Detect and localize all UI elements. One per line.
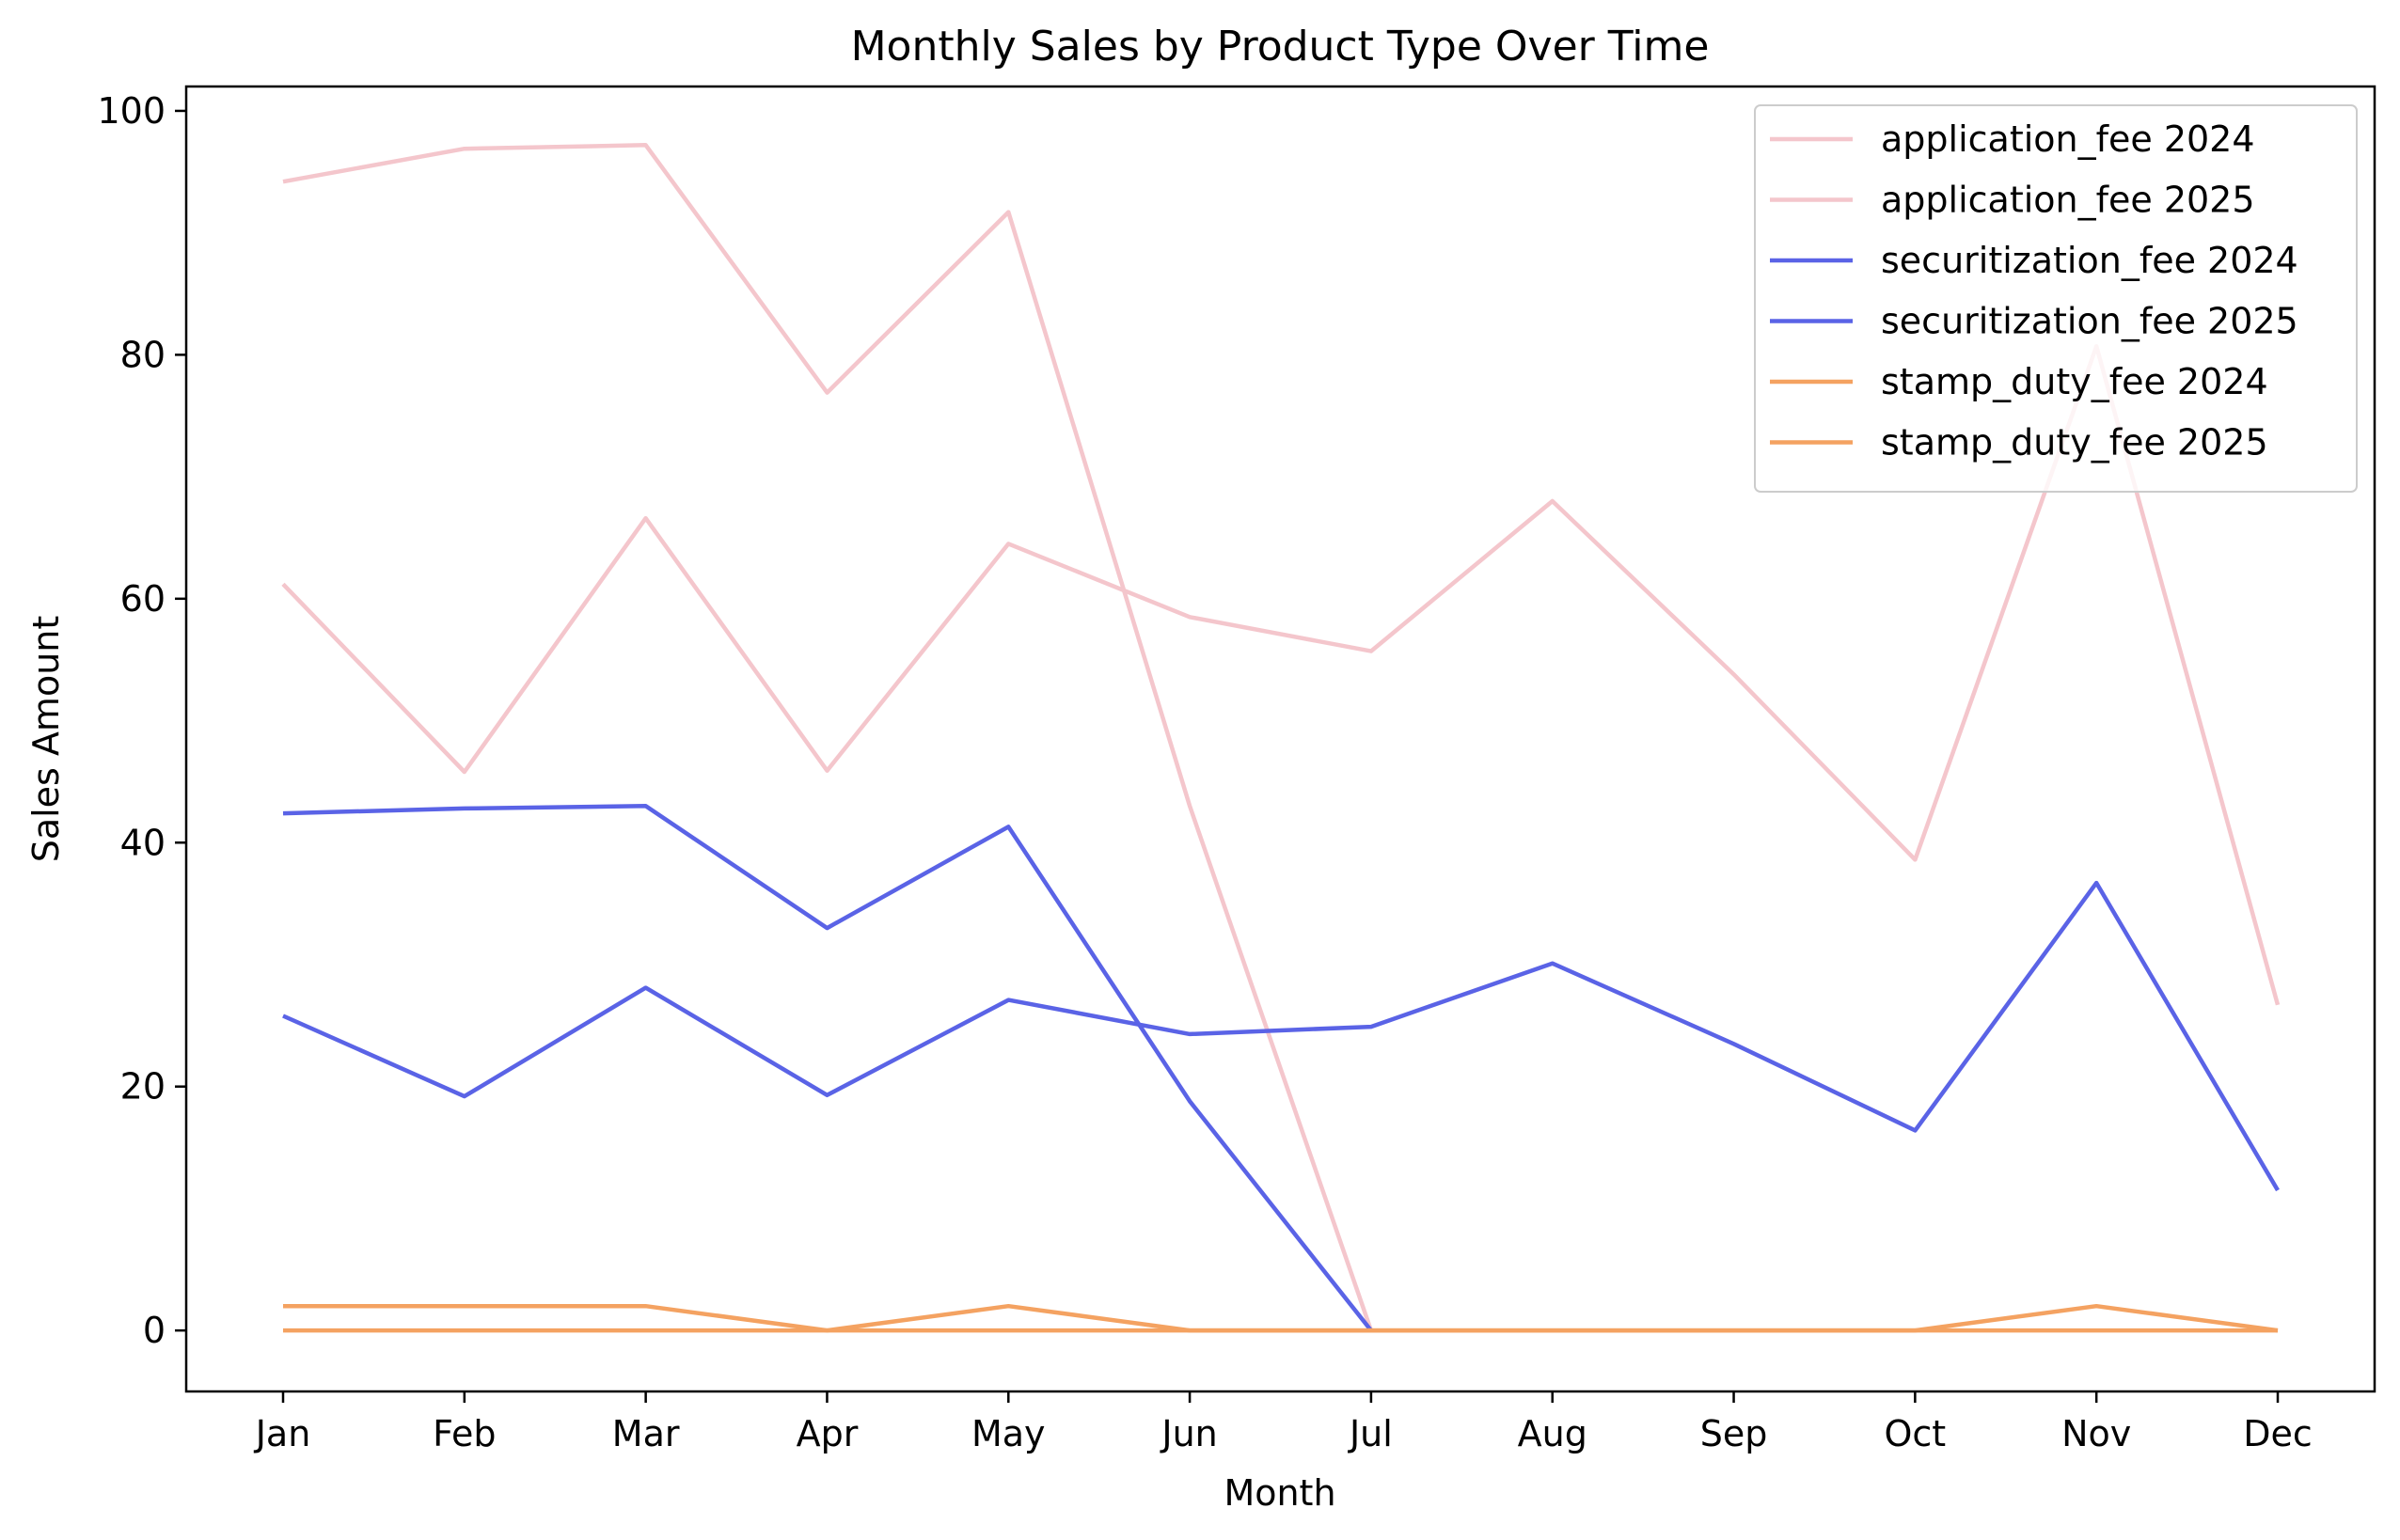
x-tick-label: Nov — [2061, 1413, 2131, 1454]
x-tick-label: Sep — [1700, 1413, 1768, 1454]
series-line-1 — [282, 143, 1374, 1331]
x-tick-label: Jul — [1348, 1413, 1393, 1454]
x-axis: Jan Feb Mar Apr May Jun Jul Aug Sep Oct Nov Dec — [254, 1391, 2313, 1454]
y-axis-label: Sales Amount — [25, 616, 67, 863]
series-lines — [281, 143, 2281, 1333]
x-axis-label: Month — [1224, 1472, 1335, 1514]
legend-label: application_fee 2024 — [1881, 118, 2255, 160]
y-tick-label: 40 — [120, 822, 166, 863]
series-line-3 — [282, 804, 1373, 1332]
legend-label: stamp_duty_fee 2024 — [1881, 361, 2268, 402]
x-tick-label: Aug — [1518, 1413, 1587, 1454]
y-axis: 0 20 40 60 80 100 — [97, 90, 186, 1351]
x-tick-label: Jun — [1160, 1413, 1217, 1454]
legend-label: stamp_duty_fee 2025 — [1881, 422, 2268, 464]
plot-area — [184, 85, 2376, 1393]
series-line-0 — [281, 344, 2281, 1006]
legend: application_fee 2024 application_fee 2025… — [1754, 104, 2358, 493]
y-tick-label: 20 — [120, 1066, 166, 1108]
series-line-2 — [282, 880, 2280, 1192]
y-tick-label: 100 — [97, 90, 166, 132]
legend-label: securitization_fee 2024 — [1881, 240, 2298, 281]
x-tick-label: Feb — [433, 1413, 496, 1454]
x-tick-label: Oct — [1885, 1413, 1947, 1454]
x-tick-label: Apr — [797, 1413, 859, 1454]
legend-box — [1754, 104, 2358, 493]
y-tick-label: 60 — [120, 578, 166, 620]
legend-label: securitization_fee 2025 — [1881, 301, 2298, 342]
y-tick-label: 80 — [120, 334, 166, 375]
x-tick-label: May — [971, 1413, 1046, 1454]
x-tick-label: Dec — [2243, 1413, 2313, 1454]
chart-title: Monthly Sales by Product Type Over Time — [851, 23, 1710, 71]
series-line-4 — [283, 1303, 2279, 1333]
x-tick-label: Jan — [254, 1413, 311, 1454]
legend-label: application_fee 2025 — [1881, 180, 2255, 221]
y-tick-label: 0 — [143, 1310, 166, 1351]
x-tick-label: Mar — [612, 1413, 680, 1454]
